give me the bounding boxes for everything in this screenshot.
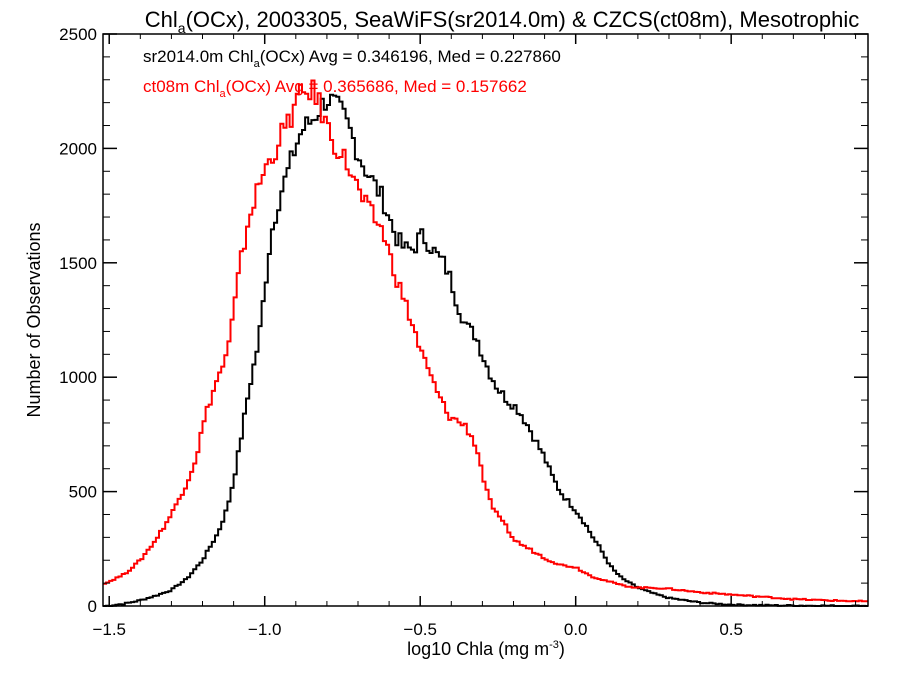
x-tick-label: −0.5 [403,620,437,639]
y-tick-label: 2500 [59,25,97,44]
x-axis-label: log10 Chla (mg m-3) [407,639,565,659]
x-tick-label: −1.5 [92,620,126,639]
series-layer [103,79,868,607]
series-line-ct08m [103,79,868,603]
plot-frame [102,33,869,607]
legend-entry-sr2014: sr2014.0m Chla(OCx) Avg = 0.346196, Med … [143,47,561,70]
y-tick-label: 500 [69,483,97,502]
y-tick-label: 1000 [59,368,97,387]
ticks-layer: −1.5 −1.0 −0.5 0.0 0.5 0 500 1000 1500 2000 2500 [59,25,868,639]
y-axis-label: Number of Observations [24,222,44,417]
y-tick-label: 0 [88,597,97,616]
y-tick-label: 2000 [59,139,97,158]
series-line-sr2014.0m [103,93,868,607]
y-tick-label: 1500 [59,254,97,273]
x-tick-label: −1.0 [248,620,282,639]
legend-entry-ct08m: ct08m Chla(OCx) Avg = 0.365686, Med = 0.… [143,77,527,100]
x-tick-label: 0.5 [719,620,743,639]
chart-title: Chla(OCx), 2003305, SeaWiFS(sr2014.0m) &… [145,7,859,36]
x-tick-label: 0.0 [564,620,588,639]
